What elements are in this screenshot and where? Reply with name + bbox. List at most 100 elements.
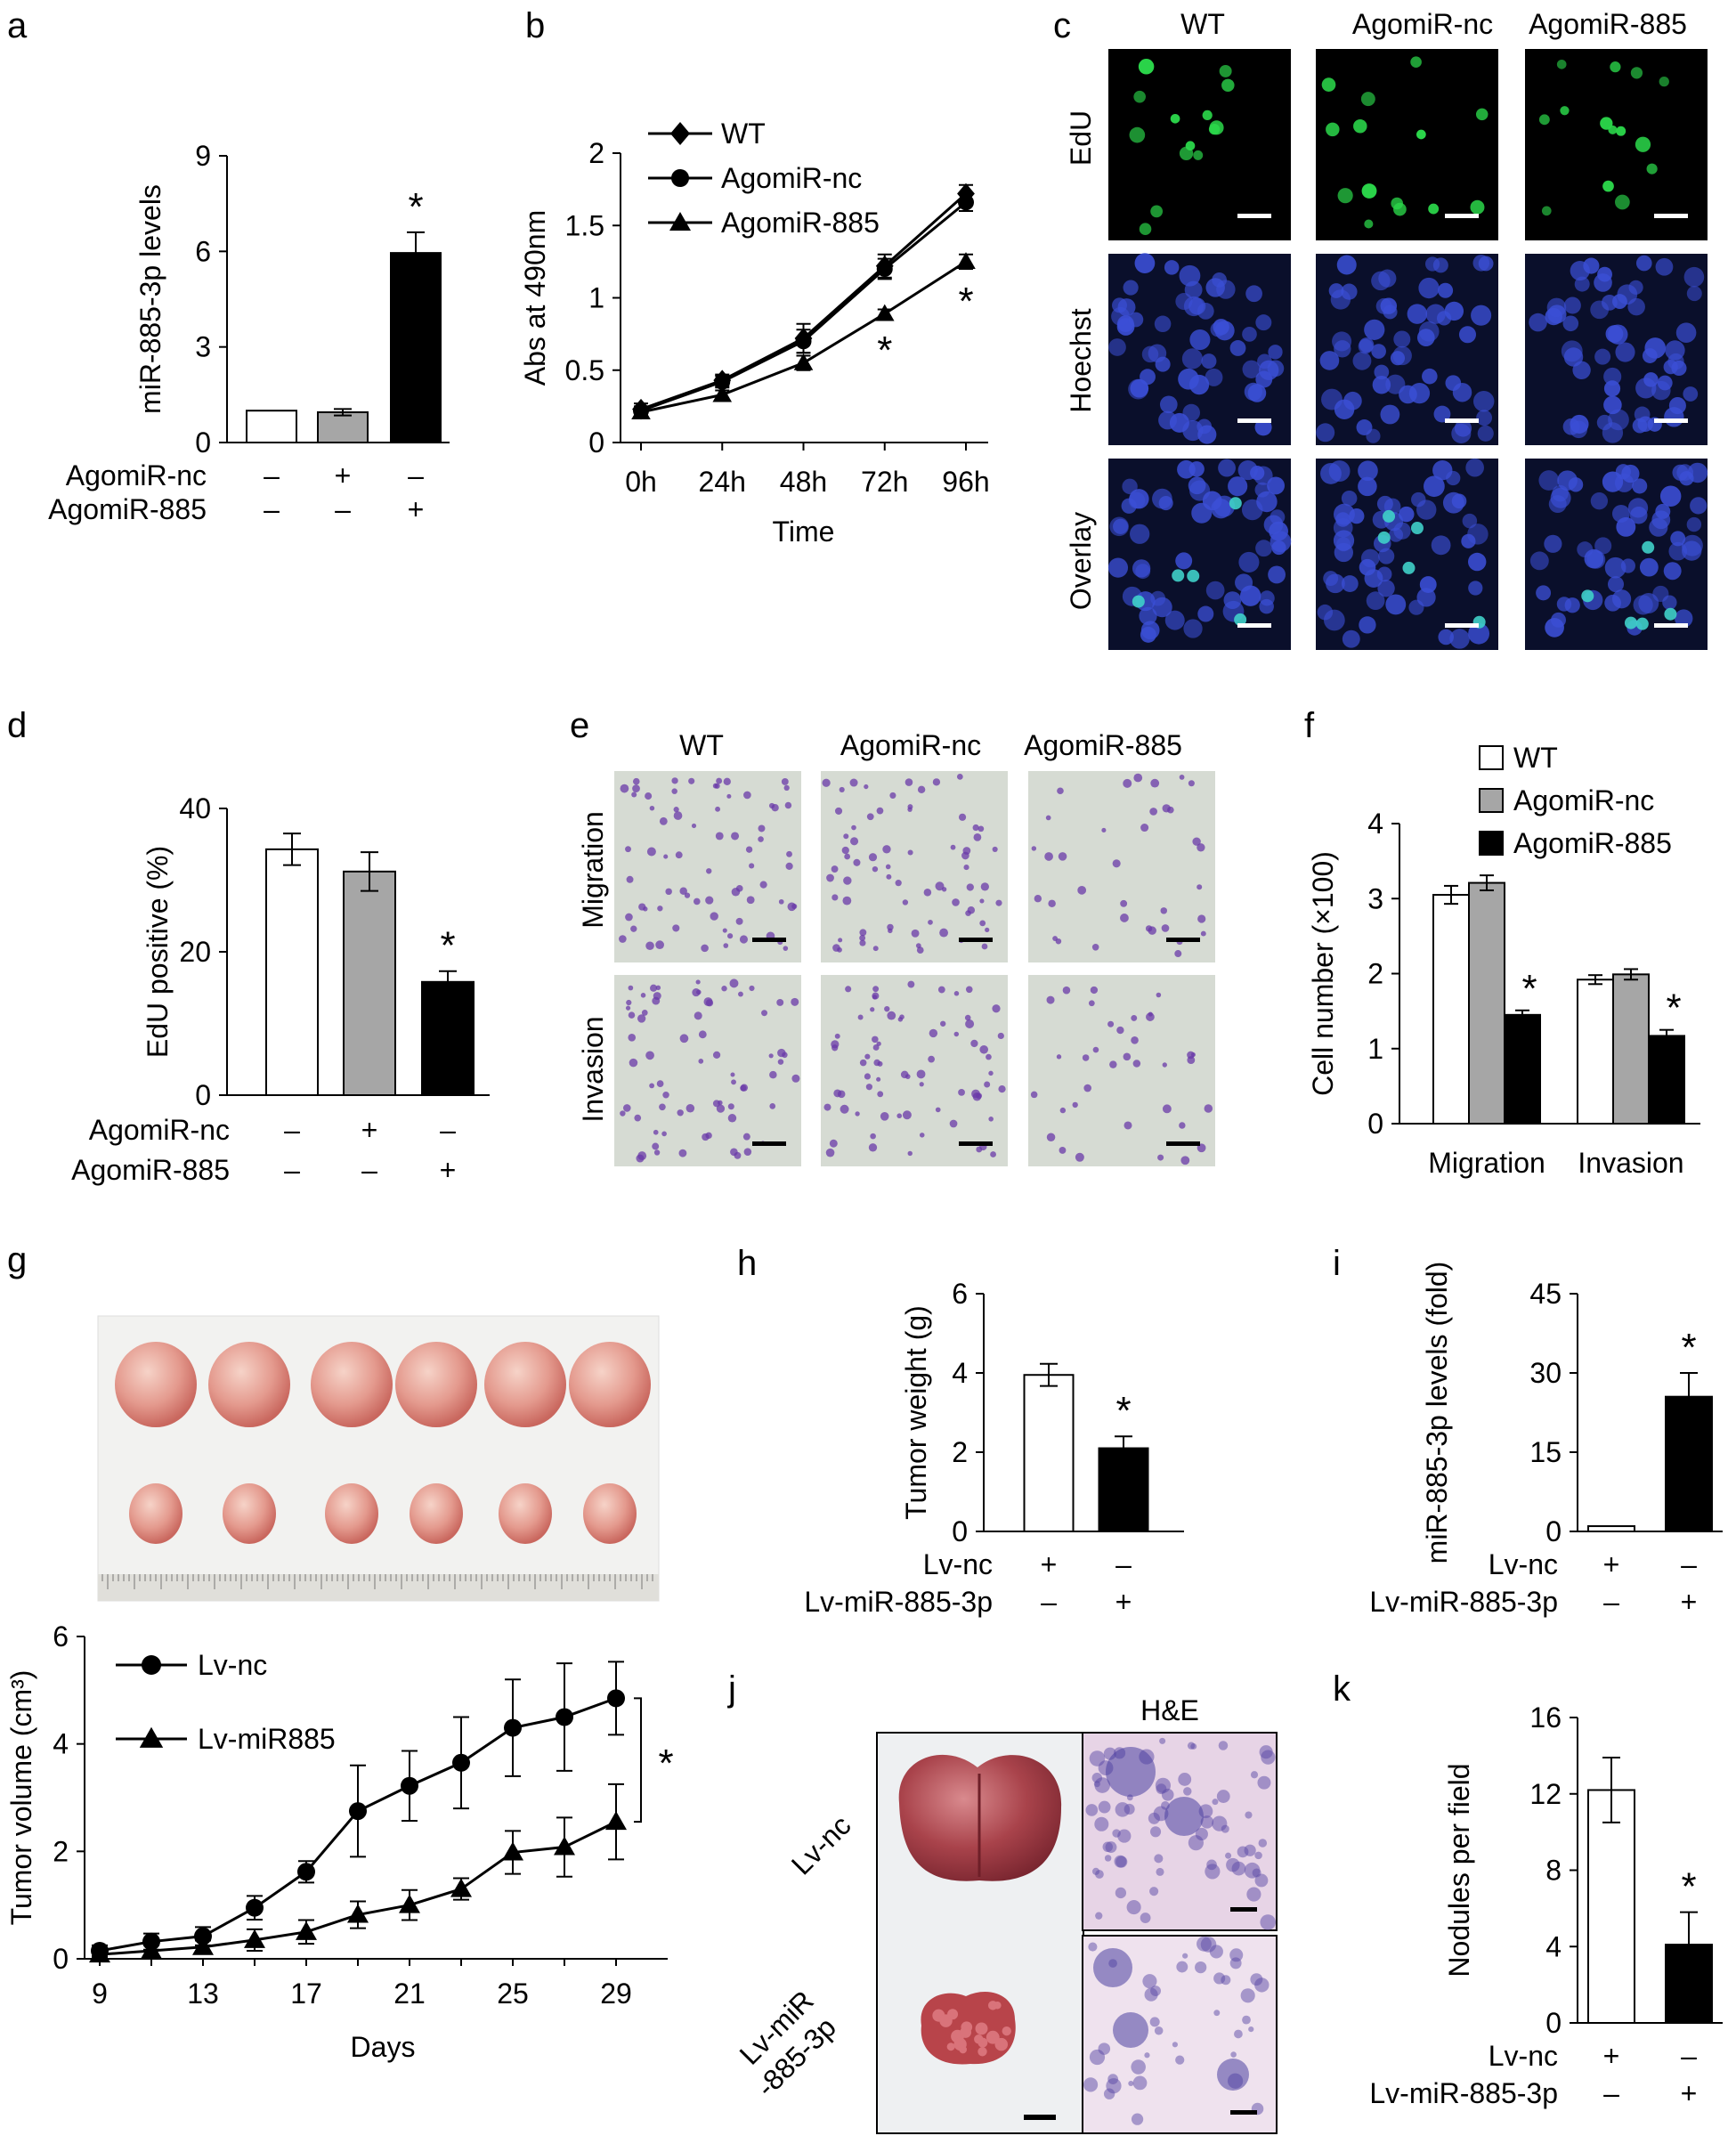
stained-cell bbox=[1150, 778, 1160, 788]
cell-nucleus bbox=[1408, 382, 1431, 404]
cell-nucleus bbox=[1117, 298, 1136, 317]
condition-sign: – bbox=[1681, 2040, 1697, 2072]
cell-nucleus bbox=[1255, 370, 1273, 388]
cell-nucleus bbox=[1570, 420, 1588, 439]
lung-nodule bbox=[946, 2042, 955, 2051]
stained-cell bbox=[897, 1017, 904, 1022]
stained-cell bbox=[684, 892, 691, 898]
cell-nucleus bbox=[1179, 146, 1194, 160]
tumor-lv-mir885 bbox=[583, 1483, 637, 1544]
stained-cell bbox=[768, 1053, 774, 1059]
stained-cell bbox=[673, 811, 683, 820]
he-cluster bbox=[1156, 1783, 1167, 1795]
stained-cell bbox=[868, 853, 878, 862]
he-cluster bbox=[1244, 1844, 1256, 1856]
cell-nucleus bbox=[1205, 368, 1223, 386]
lung-nodule bbox=[947, 2009, 959, 2020]
cell-nucleus bbox=[1164, 610, 1185, 630]
y-tick-label: 3 bbox=[195, 331, 211, 363]
he-cluster bbox=[1083, 2077, 1099, 2092]
stained-cell bbox=[1146, 1012, 1155, 1021]
y-tick-label: 0 bbox=[588, 426, 604, 459]
he-cluster bbox=[1095, 1870, 1104, 1879]
stained-cell bbox=[781, 777, 789, 785]
stained-cell bbox=[769, 1070, 777, 1079]
cell-nucleus bbox=[1380, 404, 1400, 425]
cell-nucleus bbox=[1590, 492, 1609, 510]
stained-cell bbox=[702, 1133, 710, 1141]
y-tick-label: 0 bbox=[53, 1943, 69, 1975]
cell-nucleus bbox=[1358, 476, 1377, 497]
stained-cell bbox=[850, 837, 859, 846]
condition-sign: – bbox=[1041, 1586, 1057, 1618]
y-tick-label: 4 bbox=[53, 1728, 69, 1760]
stained-cell bbox=[698, 1059, 704, 1064]
he-cluster bbox=[1142, 1974, 1157, 1989]
condition-label: Lv-nc bbox=[1489, 2040, 1558, 2072]
data-point bbox=[956, 252, 976, 269]
he-cluster bbox=[1257, 1775, 1271, 1790]
lung-nodule bbox=[1002, 2026, 1011, 2036]
cell-nucleus bbox=[1675, 609, 1693, 628]
tumor-lv-mir885 bbox=[223, 1483, 276, 1544]
stained-cell bbox=[831, 894, 839, 901]
cell-nucleus bbox=[1584, 548, 1604, 569]
stained-cell bbox=[822, 778, 831, 787]
stained-cell bbox=[965, 1019, 975, 1029]
cell-nucleus-overlay bbox=[1234, 613, 1247, 626]
cell-nucleus bbox=[1477, 425, 1494, 442]
y-tick-label: 0 bbox=[195, 1079, 211, 1111]
data-point bbox=[297, 1863, 315, 1881]
y-axis-label: miR-885-3p levels (fold) bbox=[1421, 1262, 1453, 1564]
cell-nucleus bbox=[1205, 581, 1225, 600]
stained-cell bbox=[665, 888, 672, 896]
stained-cell bbox=[672, 924, 680, 932]
cell-nucleus bbox=[1604, 556, 1626, 579]
cell-nucleus bbox=[1671, 360, 1687, 377]
stained-cell bbox=[714, 783, 720, 789]
he-cluster bbox=[1176, 1961, 1188, 1973]
legend-label: WT bbox=[721, 118, 766, 150]
stained-cell bbox=[1091, 944, 1099, 951]
cell-nucleus bbox=[1202, 491, 1222, 511]
cell-nucleus bbox=[1129, 524, 1150, 544]
condition-sign: + bbox=[1681, 2077, 1698, 2109]
cell-nucleus bbox=[1259, 590, 1275, 606]
stained-cell bbox=[833, 1089, 842, 1098]
y-tick-label: 40 bbox=[179, 792, 211, 824]
cell-nucleus bbox=[1663, 562, 1682, 581]
stained-cell bbox=[902, 1110, 912, 1120]
stained-cell bbox=[703, 997, 713, 1007]
data-point bbox=[502, 1841, 523, 1861]
cell-nucleus bbox=[1467, 552, 1487, 572]
scale-bar bbox=[1237, 623, 1271, 628]
cell-nucleus bbox=[1228, 476, 1248, 497]
stained-cell bbox=[731, 887, 741, 897]
cell-nucleus bbox=[1418, 321, 1440, 342]
stained-cell bbox=[967, 906, 976, 914]
panel-label-a: a bbox=[7, 6, 28, 45]
x-category-label: Migration bbox=[1428, 1147, 1545, 1179]
tumor-lv-nc bbox=[569, 1342, 651, 1427]
stained-cell bbox=[911, 929, 920, 938]
cell-nucleus-overlay bbox=[1410, 522, 1424, 535]
tumor-lv-mir885 bbox=[499, 1483, 552, 1544]
condition-sign: + bbox=[408, 493, 425, 525]
micrograph-edu bbox=[1316, 49, 1498, 240]
cell-nucleus bbox=[1360, 548, 1380, 568]
cell-nucleus-overlay bbox=[1624, 616, 1637, 629]
stained-cell bbox=[876, 807, 884, 815]
cell-nucleus bbox=[1235, 573, 1253, 592]
stained-cell bbox=[1179, 1122, 1186, 1129]
stained-cell bbox=[939, 928, 949, 938]
stained-cell bbox=[840, 1104, 849, 1114]
stained-cell bbox=[759, 881, 767, 889]
he-cluster bbox=[1132, 2075, 1148, 2091]
cell-nucleus bbox=[1550, 487, 1571, 508]
cell-nucleus bbox=[1247, 384, 1267, 402]
stained-cell bbox=[652, 1142, 660, 1150]
cell-nucleus bbox=[1178, 368, 1199, 390]
stained-cell bbox=[722, 928, 727, 933]
stained-cell bbox=[1057, 787, 1064, 795]
he-cluster bbox=[1088, 1942, 1098, 1952]
